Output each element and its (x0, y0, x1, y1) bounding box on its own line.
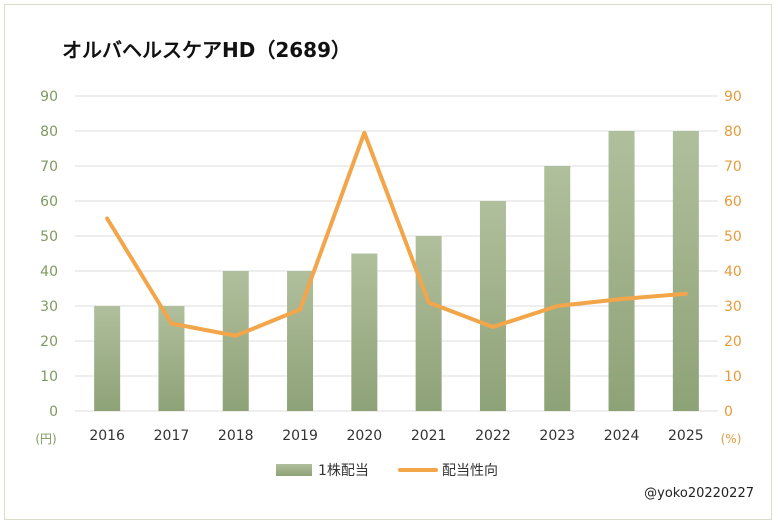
x-tick-label: 2023 (539, 428, 575, 444)
x-tick-label: 2020 (347, 428, 383, 444)
x-tick-label: 2019 (282, 428, 318, 444)
right-tick-label: 80 (724, 124, 742, 140)
left-tick-label: 30 (40, 299, 58, 315)
x-tick-label: 2025 (668, 428, 704, 444)
bar-dividend-2024 (608, 131, 635, 411)
right-tick-label: 10 (724, 369, 742, 385)
line-payout-ratio (105, 130, 688, 338)
left-tick-label: 20 (40, 334, 58, 350)
left-axis-unit: (円) (35, 432, 56, 446)
left-tick-label: 90 (40, 89, 58, 105)
bar-dividend-2019 (287, 271, 314, 411)
x-tick-label: 2017 (154, 428, 190, 444)
bar-dividend-2023 (544, 166, 571, 411)
right-tick-label: 90 (724, 89, 742, 105)
bar-dividend-2016 (94, 306, 121, 411)
credit-text: @yoko20220227 (644, 486, 754, 501)
right-tick-label: 40 (724, 264, 742, 280)
bar-dividend-2022 (479, 201, 506, 411)
right-tick-label: 20 (724, 334, 742, 350)
left-tick-label: 70 (40, 159, 58, 175)
legend-bar-swatch (276, 464, 312, 476)
x-tick-label: 2016 (89, 428, 125, 444)
bar-dividend-2018 (222, 271, 249, 411)
right-tick-label: 50 (724, 229, 742, 245)
left-tick-label: 60 (40, 194, 58, 210)
left-tick-label: 80 (40, 124, 58, 140)
x-tick-label: 2021 (411, 428, 447, 444)
right-tick-label: 70 (724, 159, 742, 175)
right-axis-unit: (%) (721, 432, 742, 446)
right-tick-label: 0 (724, 404, 733, 420)
bar-dividend-2025 (672, 131, 699, 411)
left-tick-label: 0 (49, 404, 58, 420)
right-tick-label: 30 (724, 299, 742, 315)
chart-title: オルバヘルスケアHD（2689） (62, 38, 352, 62)
right-tick-label: 60 (724, 194, 742, 210)
legend-bar-label: 1株配当 (318, 463, 369, 479)
left-tick-label: 40 (40, 264, 58, 280)
left-tick-label: 10 (40, 369, 58, 385)
x-tick-label: 2018 (218, 428, 254, 444)
legend-line-label: 配当性向 (442, 463, 498, 479)
bar-dividend-2021 (415, 236, 442, 411)
bar-dividend-2020 (351, 253, 378, 411)
left-tick-label: 50 (40, 229, 58, 245)
x-tick-label: 2024 (604, 428, 640, 444)
x-tick-label: 2022 (475, 428, 511, 444)
